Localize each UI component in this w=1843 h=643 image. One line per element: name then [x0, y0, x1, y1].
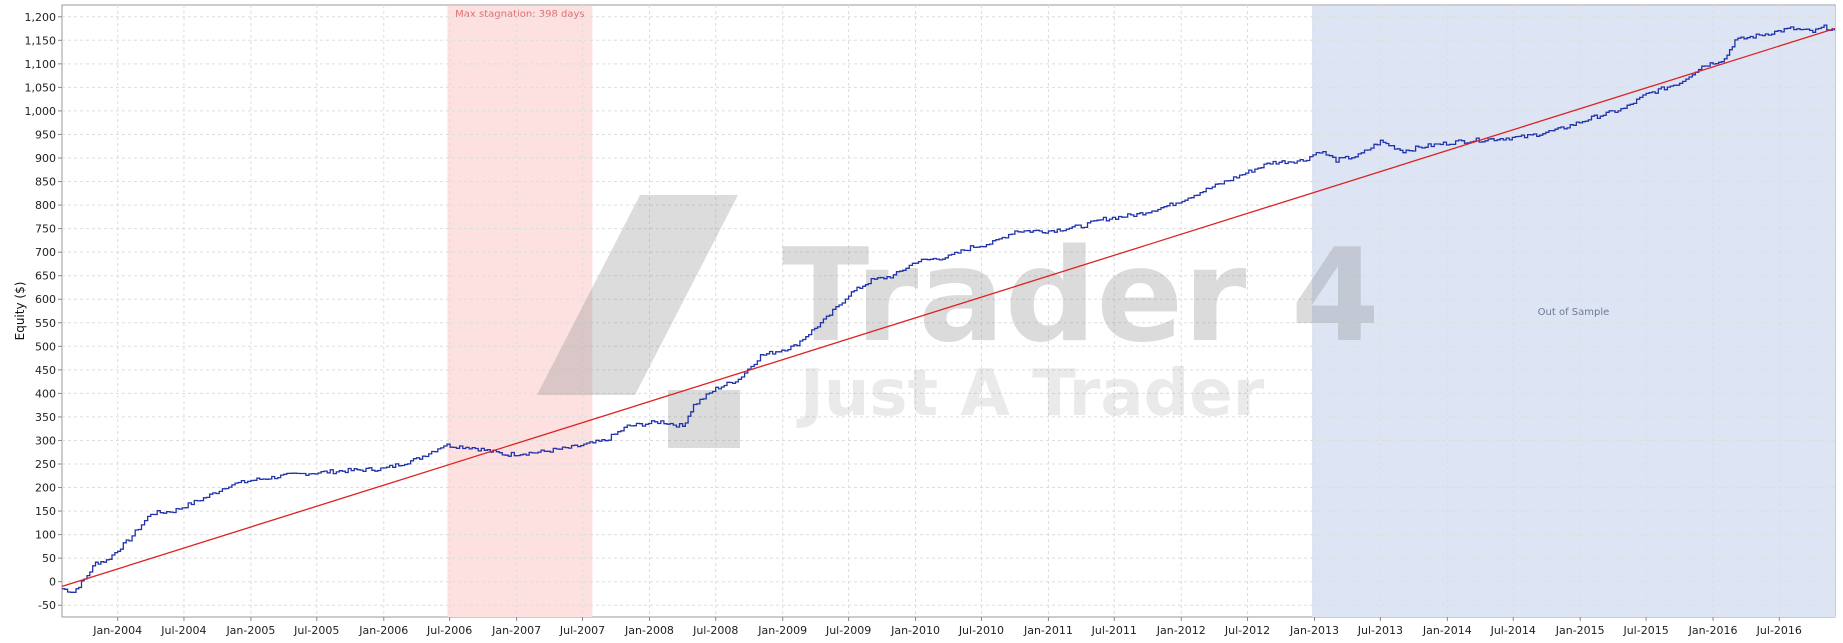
x-tick-label: Jul-2014	[1490, 624, 1536, 637]
y-tick-label: 400	[35, 387, 56, 400]
y-tick-label: 350	[35, 411, 56, 424]
y-tick-label: 1,200	[25, 11, 57, 24]
y-tick-label: 500	[35, 340, 56, 353]
x-tick-label: Jan-2010	[890, 624, 940, 637]
x-tick-label: Jan-2013	[1289, 624, 1339, 637]
y-tick-label: 850	[35, 176, 56, 189]
y-tick-label: 50	[42, 552, 56, 565]
x-tick-label: Jul-2011	[1091, 624, 1137, 637]
watermark: Trader 4 Just A Trader	[537, 195, 1380, 448]
y-tick-label: 750	[35, 223, 56, 236]
y-tick-label: 100	[35, 529, 56, 542]
y-tick-label: 1,000	[25, 105, 57, 118]
x-tick-label: Jul-2010	[958, 624, 1004, 637]
x-tick-label: Jan-2009	[757, 624, 807, 637]
y-tick-label: 300	[35, 434, 56, 447]
y-tick-label: 0	[49, 576, 56, 589]
x-tick-label: Jul-2004	[160, 624, 206, 637]
x-tick-label: Jul-2006	[426, 624, 472, 637]
x-tick-label: Jan-2004	[92, 624, 142, 637]
y-tick-label: 900	[35, 152, 56, 165]
band-label-max-stagnation: Max stagnation: 398 days	[455, 9, 585, 20]
y-tick-label: 600	[35, 293, 56, 306]
y-tick-label: 950	[35, 128, 56, 141]
x-tick-label: Jul-2013	[1357, 624, 1403, 637]
x-tick-label: Jan-2011	[1023, 624, 1073, 637]
x-tick-label: Jul-2009	[825, 624, 871, 637]
y-tick-label: -50	[38, 599, 56, 612]
x-tick-label: Jan-2016	[1688, 624, 1738, 637]
y-tick-label: 1,100	[25, 58, 57, 71]
x-tick-label: Jan-2008	[624, 624, 674, 637]
x-tick-label: Jul-2015	[1622, 624, 1668, 637]
x-tick-label: Jul-2007	[559, 624, 605, 637]
y-tick-label: 1,050	[25, 81, 57, 94]
y-tick-label: 200	[35, 482, 56, 495]
series-equity-line	[62, 24, 1836, 593]
band-label-out-of-sample: Out of Sample	[1538, 307, 1610, 318]
x-tick-label: Jul-2012	[1224, 624, 1270, 637]
x-tick-label: Jan-2015	[1555, 624, 1605, 637]
y-tick-label: 550	[35, 317, 56, 330]
y-tick-label: 450	[35, 364, 56, 377]
x-tick-label: Jul-2016	[1756, 624, 1802, 637]
y-tick-label: 250	[35, 458, 56, 471]
band-max-stagnation	[447, 6, 593, 617]
y-tick-label: 800	[35, 199, 56, 212]
y-axis-label: Equity ($)	[13, 282, 27, 341]
watermark-title: Trader 4	[782, 222, 1380, 371]
x-tick-label: Jul-2008	[692, 624, 738, 637]
x-tick-label: Jan-2006	[358, 624, 408, 637]
watermark-subtitle: Just A Trader	[796, 357, 1265, 431]
band-out-of-sample	[1311, 6, 1835, 617]
x-tick-label: Jan-2007	[491, 624, 541, 637]
series-trend-line	[61, 27, 1836, 588]
watermark-logo-slash	[537, 195, 738, 395]
x-tick-label: Jan-2012	[1156, 624, 1206, 637]
y-tick-label: 700	[35, 246, 56, 259]
y-tick-label: 150	[35, 505, 56, 518]
x-tick-label: Jan-2014	[1422, 624, 1472, 637]
x-tick-label: Jul-2005	[293, 624, 339, 637]
y-tick-label: 1,150	[25, 34, 57, 47]
y-tick-label: 650	[35, 270, 56, 283]
x-tick-label: Jan-2005	[225, 624, 275, 637]
watermark-logo-block	[668, 390, 740, 448]
